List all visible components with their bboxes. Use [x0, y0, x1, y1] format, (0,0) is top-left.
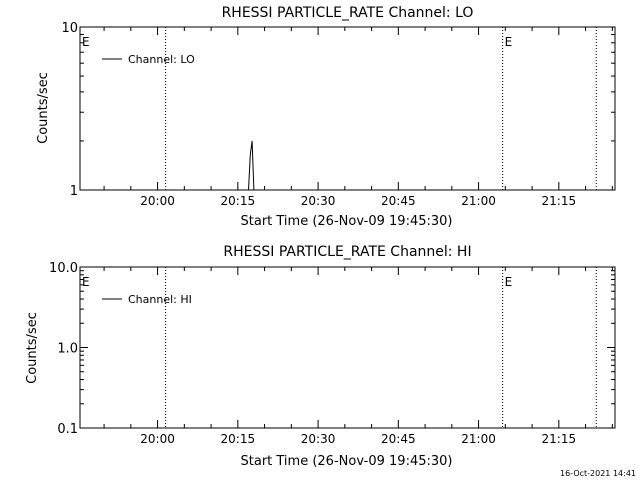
x-tick-label: 20:00 [140, 432, 175, 446]
plot-frame [79, 26, 616, 191]
y-tick-label: 1.0 [57, 342, 78, 357]
x-tick-label: 20:45 [381, 194, 416, 208]
x-tick-label: 20:15 [221, 194, 256, 208]
y-tick-label: 0.1 [57, 422, 78, 437]
y-axis-label: Counts/sec [36, 72, 51, 144]
x-axis-label: Start Time (26-Nov-09 19:45:30) [241, 214, 453, 229]
hi-channel-panel: RHESSI PARTICLE_RATE Channel: HI 20:00 20:… [25, 244, 616, 469]
y-axis-label: Counts/sec [25, 312, 40, 384]
x-tick-label: 21:15 [542, 194, 577, 208]
series-line [248, 140, 255, 191]
event-marker-label: E [505, 35, 513, 49]
chart-title: RHESSI PARTICLE_RATE Channel: LO [222, 5, 474, 21]
x-tick-label: 21:00 [461, 194, 496, 208]
lo-channel-panel: RHESSI PARTICLE_RATE Channel: LO 20:00 20:… [36, 5, 616, 229]
footer-timestamp: 16-Oct-2021 14:41 [560, 469, 636, 478]
legend-label: Channel: LO [128, 53, 195, 66]
x-tick-label: 20:00 [140, 194, 175, 208]
chart-title: RHESSI PARTICLE_RATE Channel: HI [223, 244, 471, 260]
x-axis-label: Start Time (26-Nov-09 19:45:30) [241, 454, 453, 469]
legend-label: Channel: HI [128, 293, 192, 306]
x-tick-label: 21:00 [461, 432, 496, 446]
event-marker-label: E [82, 275, 90, 289]
event-marker-label: E [82, 35, 90, 49]
x-tick-label: 20:45 [381, 432, 416, 446]
y-tick-label: 1 [70, 184, 78, 199]
x-tick-label: 21:15 [542, 432, 577, 446]
x-tick-label: 20:15 [221, 432, 256, 446]
y-tick-label: 10.0 [49, 261, 78, 276]
x-tick-label: 20:30 [301, 432, 336, 446]
plot-frame [79, 266, 616, 429]
x-tick-label: 20:30 [301, 194, 336, 208]
event-marker-label: E [505, 275, 513, 289]
y-tick-label: 10 [61, 21, 78, 36]
